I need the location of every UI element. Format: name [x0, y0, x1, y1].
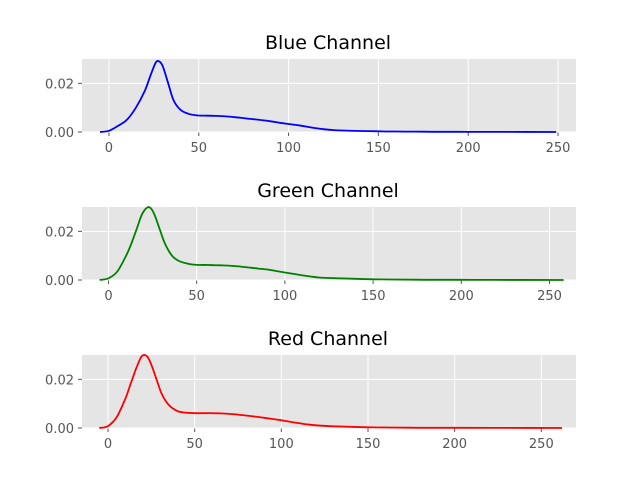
- x-tick-label: 150: [361, 289, 386, 304]
- chart-title: Green Channel: [257, 180, 399, 202]
- green-channel-panel: Green Channel 0 50 100 150 200 250 0.00 0.02: [45, 180, 576, 304]
- x-tick-label: 50: [188, 289, 205, 304]
- x-tick-label: 150: [366, 141, 391, 156]
- chart-title: Blue Channel: [265, 32, 391, 54]
- x-tick-label: 100: [276, 141, 301, 156]
- x-tick-label: 200: [449, 289, 474, 304]
- y-tick-label: 0.02: [45, 373, 74, 388]
- x-tick-label: 50: [186, 437, 203, 452]
- series-line: [99, 206, 564, 281]
- red-channel-panel: Red Channel 0 50 100 150 200 250 0.00 0.02: [45, 328, 576, 452]
- y-tick-label: 0.00: [45, 274, 74, 289]
- x-tick-label: 0: [105, 141, 113, 156]
- x-tick-label: 250: [546, 141, 571, 156]
- x-tick-label: 150: [356, 437, 381, 452]
- x-tick-label: 250: [529, 437, 554, 452]
- x-tick-label: 250: [537, 289, 562, 304]
- x-tick-label: 200: [456, 141, 481, 156]
- chart-title: Red Channel: [268, 328, 388, 350]
- x-tick-label: 50: [190, 141, 207, 156]
- plot-area: [82, 59, 576, 132]
- y-tick-label: 0.00: [45, 126, 74, 141]
- blue-channel-panel: Blue Channel 0 50 100 150 200 250 0.00 0.02: [45, 32, 576, 156]
- y-tick-label: 0.00: [45, 422, 74, 437]
- x-tick-label: 100: [272, 289, 297, 304]
- y-tick-label: 0.02: [45, 225, 74, 240]
- y-tick-label: 0.02: [45, 77, 74, 92]
- x-tick-label: 200: [442, 437, 467, 452]
- plot-area: [82, 355, 576, 428]
- x-tick-label: 0: [104, 437, 112, 452]
- x-tick-label: 0: [104, 289, 112, 304]
- x-tick-label: 100: [269, 437, 294, 452]
- series-line: [99, 59, 557, 133]
- series-line: [99, 354, 563, 429]
